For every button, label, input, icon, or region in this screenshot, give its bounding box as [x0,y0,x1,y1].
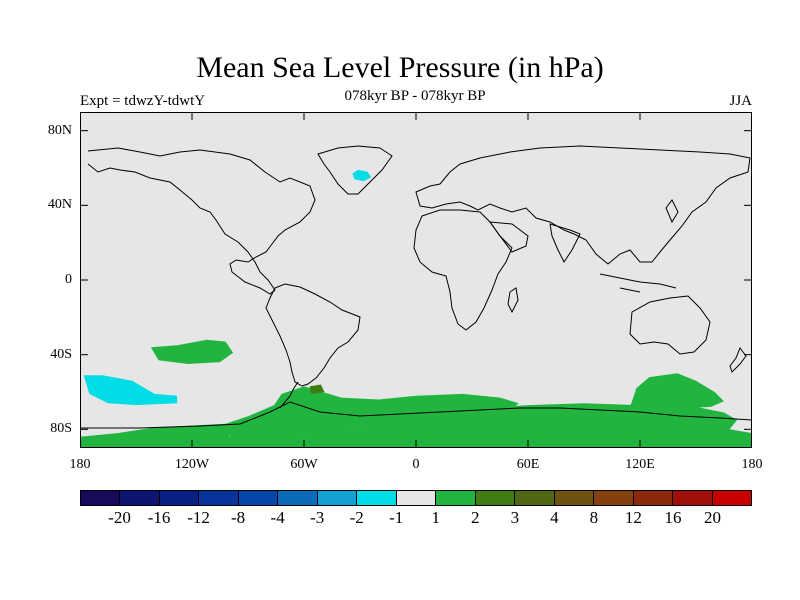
lat-label: 40N [47,197,72,213]
coast-south-america [265,283,361,387]
colorbar-swatch [633,491,674,505]
map-canvas [80,112,752,448]
plot-title: Mean Sea Level Pressure (in hPa) [196,51,604,84]
coast-arabia [488,221,529,253]
coast-africa [413,209,513,331]
region-antarctica-green [80,403,752,448]
colorbar-swatch [317,491,358,505]
lon-label: 120E [625,457,655,472]
coast-antarctic-peninsula [279,381,299,409]
lat-label: 80N [47,122,72,138]
colorbar-swatch [120,491,160,505]
colorbar-label: 16 [664,508,682,527]
colorbar-label: 1 [431,508,441,527]
colorbar-swatch [554,491,595,505]
coastlines [80,145,752,429]
colorbar-label: 4 [550,508,559,527]
colorbar-label: 2 [471,508,480,527]
colorbar-label: -1 [389,508,404,527]
colorbar-label: -12 [187,508,210,527]
lat-label: 40S [50,346,72,362]
colorbar-swatch [278,491,318,505]
coast-new-zealand [729,346,747,373]
colorbar-label: -4 [270,508,285,527]
colorbar-label: 3 [510,508,520,527]
region-south-pacific-green [150,339,234,364]
lon-label: 0 [412,457,420,472]
colorbar-label: -16 [147,508,171,527]
region-southern-ocean-green-east [630,373,724,409]
lat-label: 0 [65,272,72,287]
colorbar-swatch [594,491,634,505]
colorbar-swatch [199,491,239,505]
coast-australia [629,295,711,355]
colorbar-swatch [396,491,437,505]
experiment-label: Expt = tdwzY-tdwtY [80,93,206,109]
region-weddell-olive-spot [309,384,325,394]
colorbar [80,490,752,506]
coast-indonesia [599,273,677,293]
region-north-atlantic-cyan [352,169,372,182]
coast-india [549,223,581,263]
colorbar-swatch [357,491,397,505]
pressure-anomaly-regions [80,169,752,448]
colorbar-label: 12 [624,508,642,527]
colorbar-swatch [81,491,121,505]
season-label: JJA [729,93,752,109]
region-south-pacific-cyan [83,375,178,406]
colorbar-label: 8 [589,508,599,527]
colorbar-swatch [475,491,516,505]
colorbar-swatch [436,491,476,505]
colorbar-swatch [673,491,713,505]
coast-north-america [87,147,316,295]
colorbar-label: -3 [310,508,325,527]
coast-eurasia [415,145,751,265]
coast-antarctica [80,401,752,429]
coast-madagascar [507,287,519,314]
axis-ticks [80,112,752,448]
lon-label: 60E [516,457,540,472]
colorbar-swatch [515,491,555,505]
coast-japan [665,199,679,224]
colorbar-label: -20 [108,508,131,527]
world-map [80,112,752,448]
coast-greenland [317,145,393,195]
colorbar-swatch [238,491,279,505]
plot-subtitle: 078kyr BP - 078kyr BP [344,88,486,104]
colorbar-label: -2 [349,508,364,527]
lon-label: 120W [174,457,210,472]
colorbar-label: -8 [231,508,246,527]
colorbar-swatch [159,491,200,505]
colorbar-swatch [712,491,751,505]
lat-label: 80S [50,421,72,437]
region-southern-ocean-green [225,386,519,439]
lon-label: 60W [290,457,318,472]
colorbar-label: 20 [703,508,721,527]
lon-label: 180 [741,457,763,472]
lon-label: 180 [69,457,91,472]
